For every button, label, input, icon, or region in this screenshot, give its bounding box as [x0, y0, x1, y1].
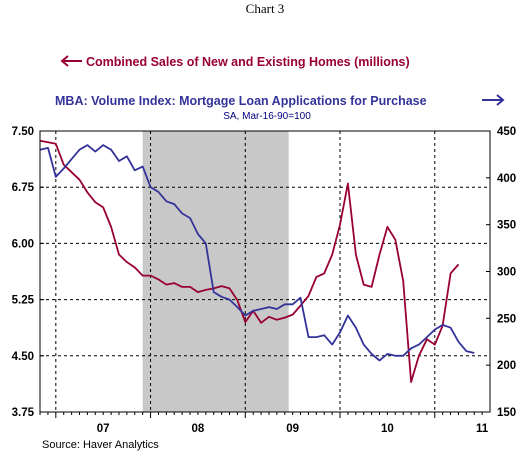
right-axis: 450 400 350 300 250 200 150	[486, 126, 516, 419]
right-tick-label: 450	[497, 126, 516, 138]
series-layer	[39, 139, 475, 383]
legend-arrow-right-icon	[496, 94, 505, 106]
right-tick-label: 300	[497, 267, 516, 279]
right-tick-label: 250	[497, 313, 516, 325]
left-tick-label: 3.75	[12, 407, 35, 419]
legend-label-home-sales: Combined Sales of New and Existing Homes…	[86, 55, 410, 69]
source-note: Source: Haver Analytics	[42, 439, 159, 451]
legend-subtitle-mba-index: SA, Mar-16-90=100	[223, 111, 311, 122]
right-tick-label: 150	[497, 407, 516, 419]
x-tick-label: 08	[192, 423, 205, 435]
x-tick-label: 10	[381, 423, 394, 435]
right-tick-label: 200	[497, 360, 516, 372]
series-line-mba-index	[39, 144, 475, 362]
left-tick-label: 7.50	[12, 126, 34, 138]
x-tick-label: 09	[286, 423, 299, 435]
left-tick-label: 6.00	[12, 238, 34, 250]
legend: Combined Sales of New and Existing Homes…	[55, 55, 505, 122]
left-tick-label: 4.50	[12, 351, 34, 363]
right-tick-label: 350	[497, 220, 516, 232]
left-axis: 7.50 6.75 6.00 5.25 4.50 3.75	[12, 126, 44, 419]
plot-area	[39, 130, 491, 413]
left-tick-label: 5.25	[12, 295, 35, 307]
x-tick-label: 07	[97, 423, 110, 435]
legend-label-mba-index: MBA: Volume Index: Mortgage Loan Applica…	[55, 94, 427, 108]
x-tick-label: 11	[476, 423, 489, 435]
right-tick-label: 400	[497, 173, 516, 185]
series-line-home-sales	[39, 139, 460, 383]
x-axis: 07 08 09 10 11	[39, 412, 489, 435]
chart-title: Chart 3	[246, 1, 285, 16]
recession-shading	[142, 131, 289, 412]
left-tick-label: 6.75	[12, 182, 35, 194]
legend-arrow-left-icon	[60, 55, 69, 67]
